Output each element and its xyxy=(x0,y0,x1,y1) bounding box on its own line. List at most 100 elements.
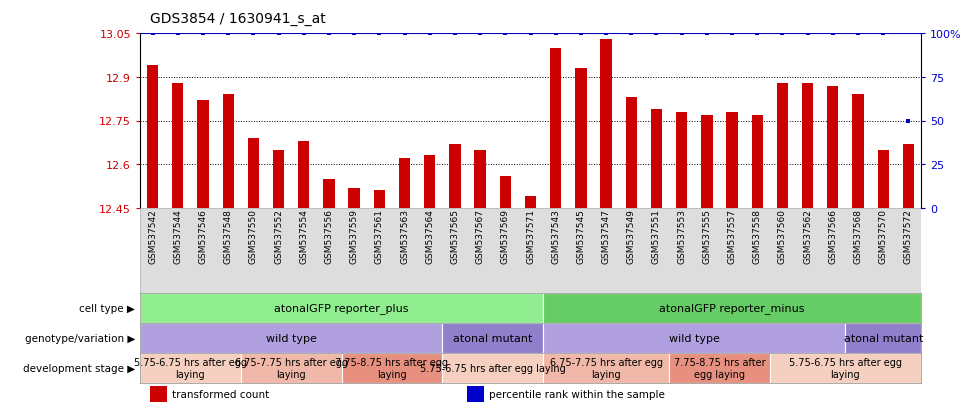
Point xyxy=(875,31,891,37)
Bar xyxy=(877,150,889,209)
Point xyxy=(498,31,513,37)
Bar xyxy=(424,156,435,209)
Text: cell type ▶: cell type ▶ xyxy=(80,303,136,313)
Bar xyxy=(669,353,770,383)
Text: GSM537569: GSM537569 xyxy=(501,209,509,263)
Text: GSM537545: GSM537545 xyxy=(577,209,585,263)
Text: GSM537546: GSM537546 xyxy=(199,209,208,263)
Text: GSM537554: GSM537554 xyxy=(299,209,308,263)
Text: 5.75-6.75 hrs after egg
laying: 5.75-6.75 hrs after egg laying xyxy=(789,357,902,379)
Text: transformed count: transformed count xyxy=(172,389,269,399)
Text: GSM537550: GSM537550 xyxy=(249,209,258,263)
Bar xyxy=(626,98,637,209)
Bar xyxy=(852,95,864,209)
Text: GSM537559: GSM537559 xyxy=(350,209,358,263)
Bar xyxy=(140,323,442,353)
Bar xyxy=(576,69,586,209)
Bar xyxy=(248,139,259,209)
Bar xyxy=(172,83,184,209)
Bar xyxy=(676,112,687,209)
Text: GSM537567: GSM537567 xyxy=(476,209,484,263)
Point xyxy=(347,31,362,37)
Point xyxy=(800,31,815,37)
Text: GSM537570: GSM537570 xyxy=(878,209,888,263)
Text: GSM537557: GSM537557 xyxy=(727,209,736,263)
Bar xyxy=(449,145,460,209)
Text: 6.75-7.75 hrs after egg
laying: 6.75-7.75 hrs after egg laying xyxy=(550,357,662,379)
Point xyxy=(271,31,286,37)
Text: GSM537542: GSM537542 xyxy=(148,209,157,263)
Bar xyxy=(147,66,159,209)
Bar xyxy=(727,112,738,209)
Point xyxy=(850,31,866,37)
Bar xyxy=(298,142,309,209)
Bar xyxy=(500,176,511,209)
Text: GSM537544: GSM537544 xyxy=(173,209,183,263)
Text: GSM537548: GSM537548 xyxy=(224,209,233,263)
Point xyxy=(649,31,664,37)
Point xyxy=(523,31,538,37)
Text: atonalGFP reporter_plus: atonalGFP reporter_plus xyxy=(274,303,408,314)
Point xyxy=(725,31,740,37)
Point xyxy=(775,31,790,37)
Bar xyxy=(442,323,543,353)
Point xyxy=(599,31,614,37)
Bar xyxy=(223,95,234,209)
Text: GSM537551: GSM537551 xyxy=(652,209,661,263)
Text: wild type: wild type xyxy=(266,333,316,343)
Point xyxy=(246,31,261,37)
Bar xyxy=(374,191,385,209)
Text: GSM537572: GSM537572 xyxy=(904,209,913,263)
Text: GSM537566: GSM537566 xyxy=(828,209,837,263)
Bar xyxy=(273,150,284,209)
Text: GSM537558: GSM537558 xyxy=(752,209,762,263)
Text: GSM537565: GSM537565 xyxy=(451,209,459,263)
Bar xyxy=(550,48,561,209)
Text: genotype/variation ▶: genotype/variation ▶ xyxy=(25,333,136,343)
Point xyxy=(296,31,311,37)
Text: wild type: wild type xyxy=(669,333,720,343)
Point xyxy=(573,31,588,37)
Text: percentile rank within the sample: percentile rank within the sample xyxy=(489,389,665,399)
Text: 5.75-6.75 hrs after egg laying: 5.75-6.75 hrs after egg laying xyxy=(420,363,566,373)
Text: GSM537564: GSM537564 xyxy=(425,209,434,263)
Text: 5.75-6.75 hrs after egg
laying: 5.75-6.75 hrs after egg laying xyxy=(134,357,247,379)
Text: GSM537543: GSM537543 xyxy=(552,209,560,263)
Text: 6.75-7.75 hrs after egg
laying: 6.75-7.75 hrs after egg laying xyxy=(234,357,348,379)
Text: GSM537568: GSM537568 xyxy=(853,209,863,263)
Text: atonal mutant: atonal mutant xyxy=(844,333,923,343)
Point xyxy=(825,31,841,37)
Point xyxy=(548,31,563,37)
Point xyxy=(145,31,160,37)
Text: GSM537562: GSM537562 xyxy=(803,209,812,263)
Point xyxy=(321,31,336,37)
Bar xyxy=(770,353,921,383)
Text: GSM537560: GSM537560 xyxy=(778,209,787,263)
Bar xyxy=(752,115,763,209)
Bar xyxy=(827,86,839,209)
Bar xyxy=(140,293,543,323)
Bar xyxy=(241,353,341,383)
Point xyxy=(473,31,488,37)
Point xyxy=(900,118,916,124)
Bar xyxy=(349,188,359,209)
Point xyxy=(750,31,765,37)
Bar xyxy=(902,145,914,209)
Point xyxy=(624,31,639,37)
Point xyxy=(372,31,387,37)
Bar xyxy=(197,101,209,209)
Bar xyxy=(543,293,921,323)
Bar xyxy=(543,353,669,383)
Bar xyxy=(543,323,846,353)
Bar xyxy=(651,109,662,209)
Text: GSM537561: GSM537561 xyxy=(375,209,383,263)
Text: atonalGFP reporter_minus: atonalGFP reporter_minus xyxy=(659,303,804,314)
Bar xyxy=(525,197,536,209)
Text: 7.75-8.75 hrs after
egg laying: 7.75-8.75 hrs after egg laying xyxy=(674,357,765,379)
Text: GSM537555: GSM537555 xyxy=(702,209,711,263)
Bar xyxy=(399,159,410,209)
Bar xyxy=(323,179,334,209)
Text: 7.75-8.75 hrs after egg
laying: 7.75-8.75 hrs after egg laying xyxy=(335,357,449,379)
Bar xyxy=(776,83,788,209)
Point xyxy=(674,31,689,37)
